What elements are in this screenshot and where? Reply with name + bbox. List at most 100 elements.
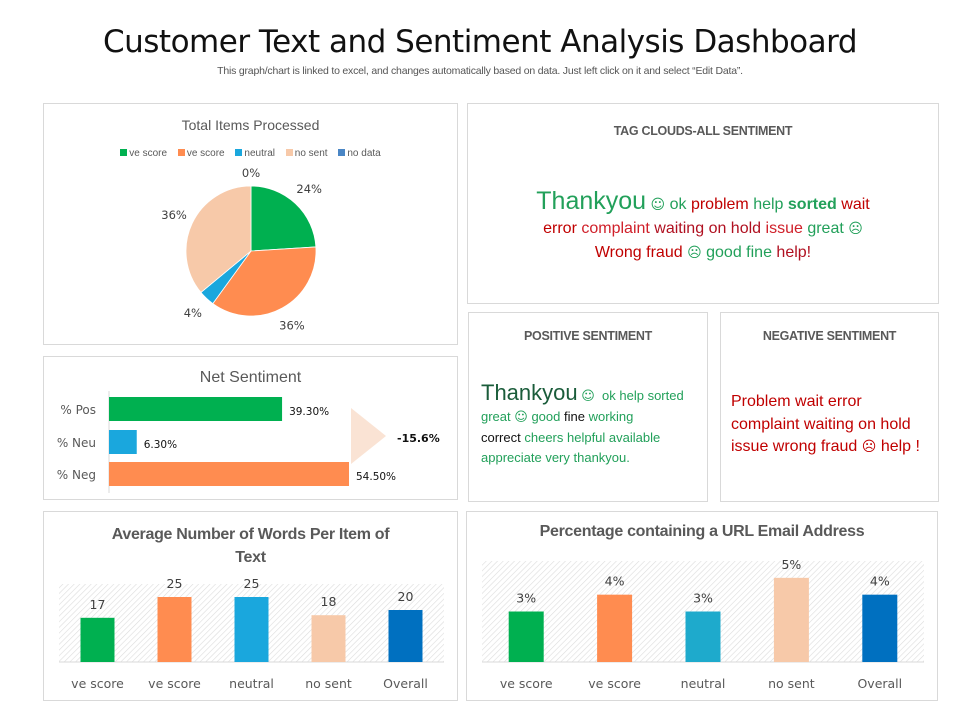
pie-chart: 24% 36% 4% 36% 0% bbox=[161, 166, 322, 332]
tag-cloud-title: TAG CLOUDS-ALL SENTIMENT bbox=[613, 124, 793, 138]
tag-cloud: Thankyou ☺ ok problem help sorted wait e… bbox=[468, 187, 938, 265]
legend-label: no data bbox=[347, 148, 381, 159]
negative-title: NEGATIVE SENTIMENT bbox=[762, 329, 897, 343]
x-tick-label: no sent bbox=[768, 676, 815, 691]
tag-word: issue bbox=[765, 220, 803, 237]
net-data-label: 54.50% bbox=[356, 471, 396, 483]
x-tick-label: neutral bbox=[229, 676, 274, 691]
pie-slice bbox=[250, 185, 317, 252]
legend-label: no sent bbox=[294, 148, 328, 159]
smile-icon: ☺ bbox=[514, 410, 528, 425]
negative-word: help ! bbox=[880, 438, 920, 455]
legend-swatch bbox=[285, 149, 293, 156]
tag-word: help! bbox=[776, 244, 812, 261]
url-email-title: Percentage containing a URL Email Addres… bbox=[539, 523, 865, 540]
x-tick-label: Overall bbox=[857, 676, 902, 691]
legend-swatch bbox=[120, 149, 128, 156]
positive-line: correct cheers helpful available bbox=[481, 428, 699, 448]
tag-word: good fine bbox=[706, 244, 772, 261]
tag-word: error bbox=[543, 220, 577, 237]
x-tick-label: ve score bbox=[588, 676, 641, 691]
positive-word: working bbox=[588, 409, 634, 424]
tag-cloud-line: Wrong fraud ☹ good fine help! bbox=[468, 241, 938, 265]
positive-big-word: Thankyou bbox=[481, 380, 578, 405]
tag-word: waiting bbox=[654, 220, 705, 237]
frown-icon: ☹ bbox=[848, 221, 863, 237]
net-arrow-shape bbox=[351, 408, 386, 464]
positive-title: POSITIVE SENTIMENT bbox=[524, 329, 652, 343]
x-tick-label: ve score bbox=[500, 676, 553, 691]
bar-data-label: 3% bbox=[516, 591, 536, 606]
avg-words-panel: Average Number of Words Per Item of Text… bbox=[43, 511, 458, 701]
bar bbox=[685, 611, 721, 662]
pie-legend: ve score ve score neutral no sent no dat… bbox=[44, 148, 457, 159]
bar-data-label: 4% bbox=[605, 574, 625, 589]
net-sentiment-value: -15.6% bbox=[397, 432, 440, 445]
positive-line: appreciate very thankyou. bbox=[481, 448, 699, 468]
tag-word: sorted bbox=[787, 196, 837, 213]
x-tick-label: no sent bbox=[305, 676, 352, 691]
bar-data-label: 18 bbox=[321, 594, 337, 609]
bar bbox=[862, 594, 898, 662]
bar-data-label: 25 bbox=[167, 576, 183, 591]
negative-line: Problem wait error bbox=[731, 393, 862, 410]
negative-line: issue wrong fraud ☹ help ! bbox=[731, 436, 930, 459]
positive-word: correct bbox=[481, 430, 521, 445]
positive-word: appreciate very thankyou. bbox=[481, 450, 630, 465]
tag-word: problem bbox=[690, 196, 749, 213]
pie-slice bbox=[212, 246, 317, 317]
positive-word: fine bbox=[564, 409, 585, 424]
net-data-label: 39.30% bbox=[289, 406, 329, 418]
positive-word: cheers helpful available bbox=[524, 430, 661, 445]
frown-icon: ☹ bbox=[861, 439, 877, 455]
legend-label: ve score bbox=[129, 148, 168, 159]
negative-sentiment-panel: NEGATIVE SENTIMENT Problem wait error co… bbox=[720, 312, 939, 502]
legend-swatch bbox=[338, 149, 346, 156]
avg-words-title-line: Average Number of Words Per Item of bbox=[111, 526, 390, 543]
avg-words-title: Average Number of Words Per Item of Text bbox=[44, 523, 457, 569]
net-data-label: 6.30% bbox=[144, 439, 177, 451]
avg-words-title-line: Text bbox=[235, 549, 266, 566]
page-subtitle: This graph/chart is linked to excel, and… bbox=[217, 65, 743, 77]
tag-word: Thankyou bbox=[536, 187, 647, 215]
positive-line: great ☺ good fine working bbox=[481, 407, 699, 428]
tag-word: ok bbox=[669, 196, 687, 213]
bar-data-label: 25 bbox=[244, 576, 260, 591]
smile-icon: ☺ bbox=[581, 389, 595, 404]
net-bar bbox=[109, 430, 137, 454]
x-tick-label: neutral bbox=[681, 676, 726, 691]
tag-word: on hold bbox=[708, 220, 762, 237]
pie-data-label: 36% bbox=[161, 208, 187, 222]
net-category-label: % Neu bbox=[57, 436, 96, 450]
url-email-panel: Percentage containing a URL Email Addres… bbox=[466, 511, 938, 701]
bar bbox=[311, 615, 346, 662]
pie-data-label: 0% bbox=[242, 166, 260, 180]
bar-data-label: 17 bbox=[90, 597, 106, 612]
tag-cloud-line: error complaint waiting on hold issue gr… bbox=[468, 217, 938, 241]
legend-swatch bbox=[235, 149, 243, 156]
x-tick-label: Overall bbox=[383, 676, 428, 691]
bar-data-label: 5% bbox=[781, 557, 801, 572]
bar bbox=[508, 611, 544, 662]
tag-word: Wrong fraud bbox=[594, 244, 683, 261]
negative-word: issue wrong fraud bbox=[731, 438, 858, 455]
positive-line: Thankyou ☺ ok help sorted bbox=[481, 380, 699, 407]
bar-data-label: 4% bbox=[870, 574, 890, 589]
pie-title: Total Items Processed bbox=[181, 117, 320, 133]
bar-data-label: 20 bbox=[398, 589, 414, 604]
legend-label: neutral bbox=[244, 148, 275, 159]
pie-data-label: 36% bbox=[279, 318, 305, 332]
legend-item: ve score bbox=[120, 148, 167, 159]
net-sentiment-chart: % Pos 39.30% % Neu 6.30% % Neg 54.50% -15.6% bbox=[57, 391, 440, 493]
pie-slice bbox=[185, 185, 252, 293]
net-bar bbox=[109, 397, 283, 421]
net-bar bbox=[109, 462, 349, 486]
legend-item: no sent bbox=[285, 148, 328, 159]
bar bbox=[80, 617, 115, 662]
bar bbox=[773, 577, 809, 662]
net-category-label: % Pos bbox=[60, 403, 96, 417]
legend-item: ve score bbox=[177, 148, 225, 159]
avg-words-chart: 17 ve score 25 ve score 25 neutral 18 no sent 20… bbox=[59, 576, 444, 691]
positive-sentiment-panel: POSITIVE SENTIMENT Thankyou ☺ ok help so… bbox=[468, 312, 708, 502]
positive-word: good bbox=[531, 409, 561, 424]
